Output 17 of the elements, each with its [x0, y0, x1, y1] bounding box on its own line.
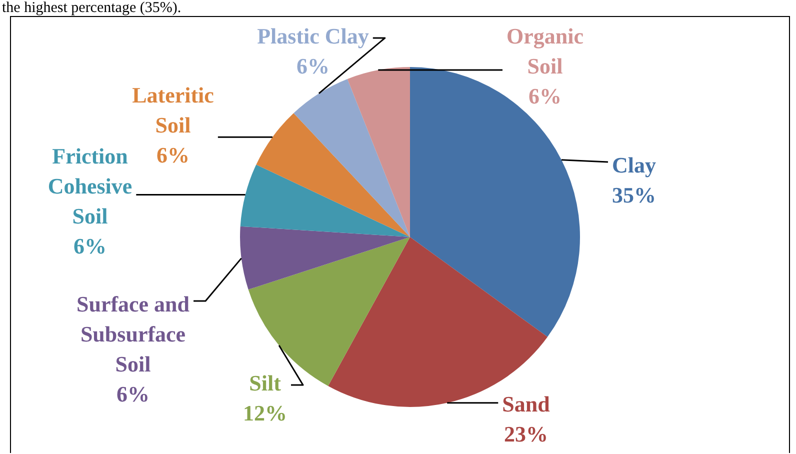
data-label: 12% [243, 400, 287, 426]
slice-label: Clay [612, 152, 656, 178]
slice-label: Surface and Subsurface Soil [76, 292, 190, 377]
slice-label: Sand [502, 392, 550, 417]
slice-label: Lateritic Soil [132, 82, 214, 138]
slice-label: Silt [249, 370, 282, 396]
text: the highest percentage (35%). [1, 0, 182, 16]
data-label: 23% [504, 422, 548, 447]
data-label: 6% [528, 84, 562, 109]
data-label: 6% [116, 382, 150, 407]
slice-label: Plastic Clay [257, 24, 369, 49]
slice-label: Friction Cohesive Soil [48, 144, 132, 229]
data-label: 35% [612, 182, 656, 208]
data-label: 6% [74, 234, 106, 259]
data-label: 6% [156, 142, 190, 168]
data-label: 6% [296, 54, 330, 79]
slice-label: Organic Soil [506, 24, 584, 79]
